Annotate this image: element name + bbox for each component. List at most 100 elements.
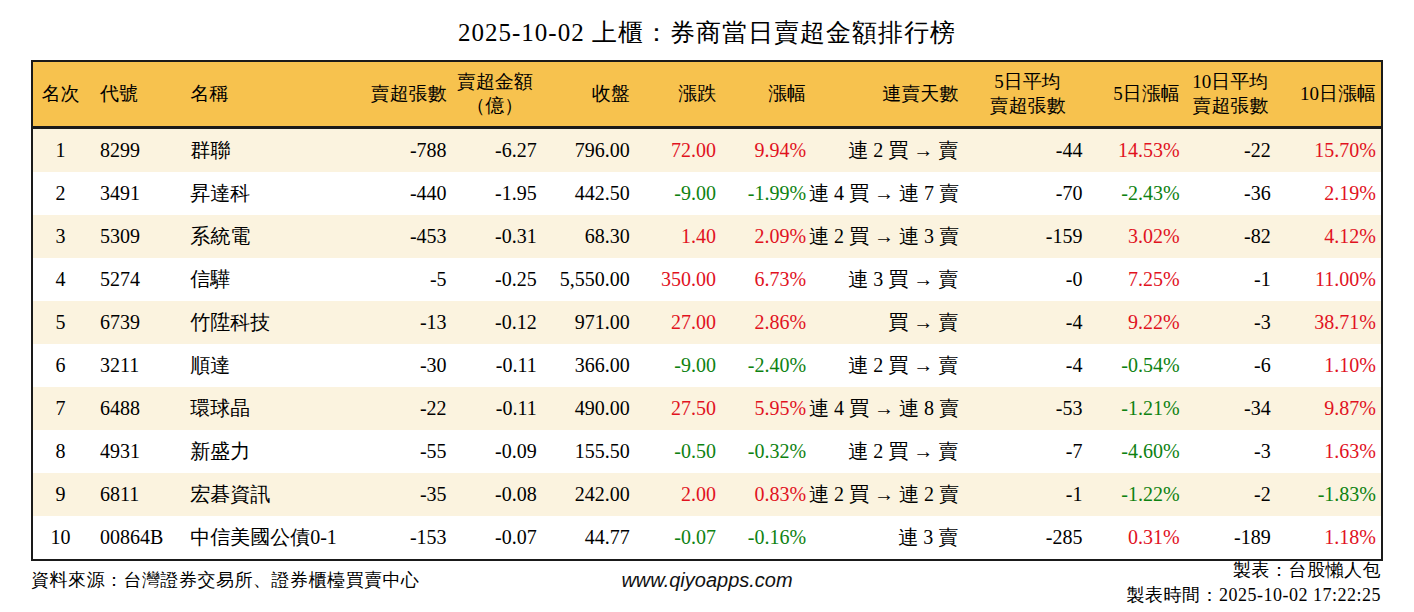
table-row: 96811宏碁資訊-35-0.08242.002.000.83%連 2 買 → …	[32, 473, 1382, 516]
cell-pct-10d: 11.00%	[1276, 258, 1382, 301]
report-page: 2025-10-02 上櫃：券商當日賣超金額排行榜 名次代號名稱賣超張數賣超金額…	[0, 0, 1414, 612]
table-row: 1000864B中信美國公債0-1-153-0.0744.77-0.07-0.1…	[32, 516, 1382, 560]
cell-net-sell-amount: -1.95	[450, 172, 540, 215]
cell-avg5-net-sell-volume: -159	[967, 215, 1087, 258]
cell-pct-10d: 1.63%	[1276, 430, 1382, 473]
cell-net-sell-amount: -0.25	[450, 258, 540, 301]
cell-name: 昇達科	[182, 172, 354, 215]
cell-change: 2.00	[633, 473, 719, 516]
cell-change-pct: 9.94%	[719, 128, 809, 173]
cell-change: -9.00	[633, 344, 719, 387]
cell-close: 366.00	[540, 344, 633, 387]
table-row: 63211順達-30-0.11366.00-9.00-2.40%連 2 買 → …	[32, 344, 1382, 387]
cell-name: 中信美國公債0-1	[182, 516, 354, 560]
cell-net-sell-volume: -55	[354, 430, 449, 473]
cell-net-sell-volume: -788	[354, 128, 449, 173]
cell-rank: 5	[32, 301, 88, 344]
table-row: 45274信驊-5-0.255,550.00350.006.73%連 3 買 →…	[32, 258, 1382, 301]
footer: 資料來源：台灣證券交易所、證券櫃檯買賣中心 www.qiyoapps.com 製…	[0, 558, 1414, 612]
cell-code: 6488	[88, 387, 182, 430]
cell-name: 環球晶	[182, 387, 354, 430]
cell-pct-5d: 3.02%	[1088, 215, 1185, 258]
cell-change-pct: 2.86%	[719, 301, 809, 344]
cell-net-sell-volume: -30	[354, 344, 449, 387]
cell-change-pct: 5.95%	[719, 387, 809, 430]
cell-rank: 9	[32, 473, 88, 516]
cell-name: 信驊	[182, 258, 354, 301]
cell-streak: 連 2 買 → 賣	[809, 128, 967, 173]
cell-pct-10d: 38.71%	[1276, 301, 1382, 344]
cell-avg5-net-sell-volume: -44	[967, 128, 1087, 173]
cell-change: 27.50	[633, 387, 719, 430]
cell-rank: 8	[32, 430, 88, 473]
cell-pct-5d: -0.54%	[1088, 344, 1185, 387]
header-cell-code: 代號	[88, 61, 182, 128]
cell-avg5-net-sell-volume: -4	[967, 301, 1087, 344]
cell-net-sell-amount: -0.12	[450, 301, 540, 344]
cell-name: 宏碁資訊	[182, 473, 354, 516]
cell-rank: 1	[32, 128, 88, 173]
cell-change: 1.40	[633, 215, 719, 258]
cell-close: 155.50	[540, 430, 633, 473]
cell-change: 72.00	[633, 128, 719, 173]
cell-streak: 買 → 賣	[809, 301, 967, 344]
cell-avg10-net-sell-volume: -189	[1185, 516, 1276, 560]
cell-pct-10d: 1.10%	[1276, 344, 1382, 387]
cell-pct-5d: -2.43%	[1088, 172, 1185, 215]
header-row: 名次代號名稱賣超張數賣超金額 （億）收盤漲跌漲幅連賣天數5日平均 賣超張數5日漲…	[32, 61, 1382, 128]
table-row: 23491昇達科-440-1.95442.50-9.00-1.99%連 4 買 …	[32, 172, 1382, 215]
cell-streak: 連 2 買 → 賣	[809, 344, 967, 387]
cell-change: -0.50	[633, 430, 719, 473]
cell-avg10-net-sell-volume: -34	[1185, 387, 1276, 430]
cell-avg10-net-sell-volume: -3	[1185, 301, 1276, 344]
cell-code: 5309	[88, 215, 182, 258]
header-cell-pct-5d: 5日漲幅	[1088, 61, 1185, 128]
cell-code: 3211	[88, 344, 182, 387]
header-cell-rank: 名次	[32, 61, 88, 128]
cell-rank: 3	[32, 215, 88, 258]
cell-streak: 連 2 買 → 賣	[809, 430, 967, 473]
cell-change: -9.00	[633, 172, 719, 215]
header-cell-net-sell-volume: 賣超張數	[354, 61, 449, 128]
header-cell-avg5-net-sell-volume: 5日平均 賣超張數	[967, 61, 1087, 128]
cell-name: 順達	[182, 344, 354, 387]
cell-close: 242.00	[540, 473, 633, 516]
cell-rank: 4	[32, 258, 88, 301]
cell-pct-10d: 4.12%	[1276, 215, 1382, 258]
cell-streak: 連 4 買 → 連 8 賣	[809, 387, 967, 430]
credits-block: 製表：台股懶人包 製表時間：2025-10-02 17:22:25	[1127, 558, 1382, 608]
cell-name: 系統電	[182, 215, 354, 258]
cell-close: 796.00	[540, 128, 633, 173]
cell-code: 4931	[88, 430, 182, 473]
cell-net-sell-amount: -0.07	[450, 516, 540, 560]
cell-change: 27.00	[633, 301, 719, 344]
cell-change-pct: -0.32%	[719, 430, 809, 473]
cell-pct-10d: 2.19%	[1276, 172, 1382, 215]
cell-rank: 7	[32, 387, 88, 430]
cell-avg10-net-sell-volume: -22	[1185, 128, 1276, 173]
cell-change: -0.07	[633, 516, 719, 560]
header-cell-change: 漲跌	[633, 61, 719, 128]
cell-change-pct: 0.83%	[719, 473, 809, 516]
cell-pct-5d: 9.22%	[1088, 301, 1185, 344]
cell-change-pct: -2.40%	[719, 344, 809, 387]
table-row: 35309系統電-453-0.3168.301.402.09%連 2 買 → 連…	[32, 215, 1382, 258]
made-time-label: 製表時間：2025-10-02 17:22:25	[1127, 583, 1382, 608]
table-row: 56739竹陞科技-13-0.12971.0027.002.86%買 → 賣-4…	[32, 301, 1382, 344]
cell-avg10-net-sell-volume: -82	[1185, 215, 1276, 258]
cell-avg5-net-sell-volume: -70	[967, 172, 1087, 215]
cell-net-sell-amount: -0.11	[450, 344, 540, 387]
cell-pct-10d: -1.83%	[1276, 473, 1382, 516]
cell-close: 442.50	[540, 172, 633, 215]
header-cell-pct-10d: 10日漲幅	[1276, 61, 1382, 128]
cell-net-sell-volume: -13	[354, 301, 449, 344]
header-cell-name: 名稱	[182, 61, 354, 128]
cell-pct-10d: 9.87%	[1276, 387, 1382, 430]
cell-streak: 連 2 買 → 連 2 賣	[809, 473, 967, 516]
cell-change-pct: 6.73%	[719, 258, 809, 301]
cell-net-sell-amount: -0.09	[450, 430, 540, 473]
cell-pct-5d: 14.53%	[1088, 128, 1185, 173]
cell-pct-5d: -1.21%	[1088, 387, 1185, 430]
cell-avg10-net-sell-volume: -1	[1185, 258, 1276, 301]
cell-close: 971.00	[540, 301, 633, 344]
